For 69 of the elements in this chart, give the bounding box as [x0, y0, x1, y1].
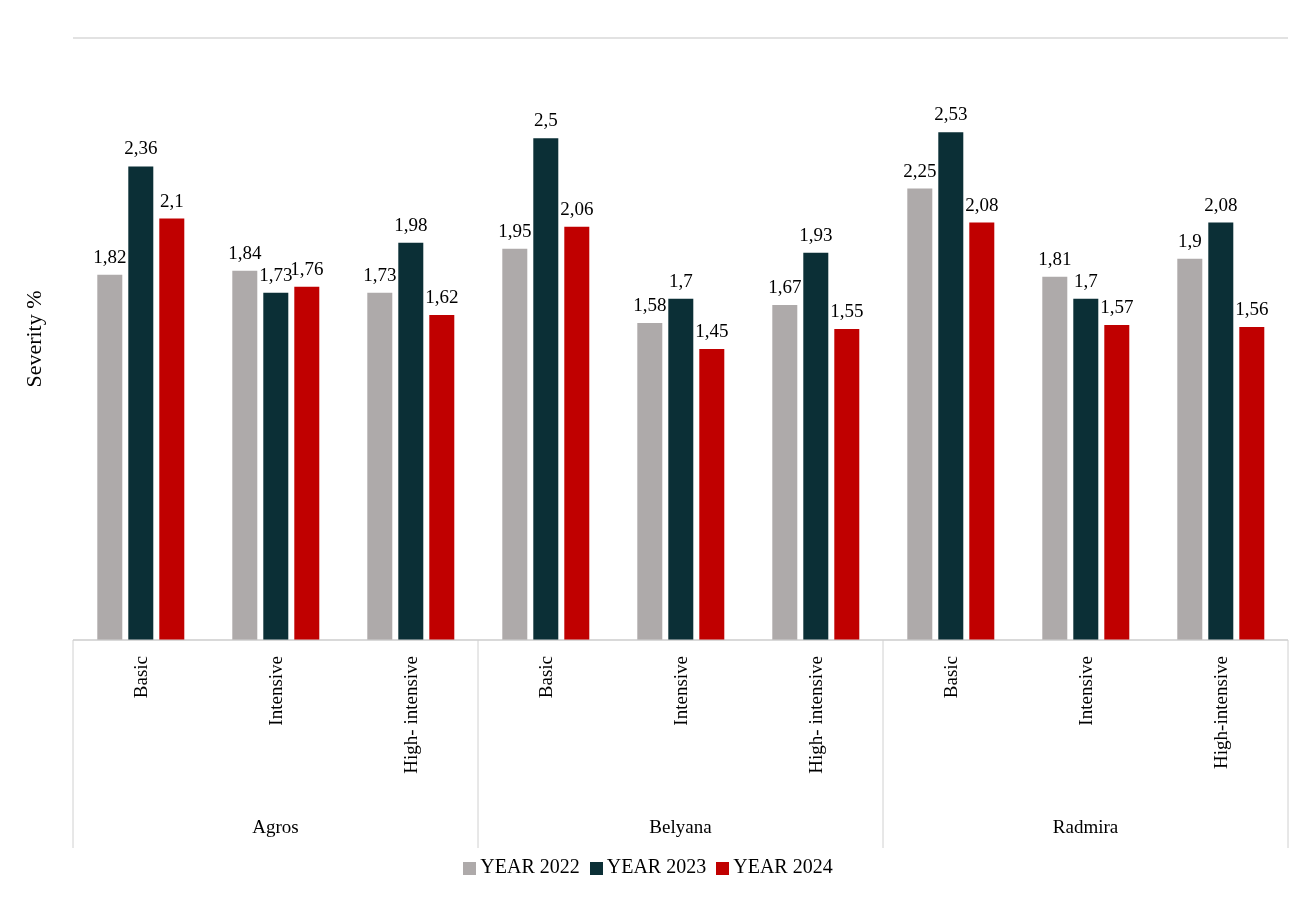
bar	[232, 270, 258, 640]
bar	[1208, 222, 1234, 640]
y-axis-title: Severity %	[20, 290, 46, 388]
x-tick-label: Basic	[130, 656, 151, 699]
x-tick-label: High- intensive	[400, 656, 421, 774]
text: Radmira	[1052, 816, 1119, 837]
bar	[907, 188, 933, 640]
data-label: 1,62	[425, 285, 459, 307]
bar	[1177, 258, 1203, 640]
data-label: 1,84	[228, 241, 262, 263]
bar	[834, 328, 860, 640]
legend-label: YEAR 2024	[733, 855, 833, 877]
x-tick-label: Basic	[535, 656, 556, 699]
bar	[128, 166, 154, 640]
data-label: 1,55	[830, 299, 864, 321]
bar	[1042, 276, 1068, 640]
bar	[502, 248, 528, 640]
legend-label: YEAR 2022	[480, 855, 580, 877]
text: Agros	[252, 816, 299, 837]
bar	[938, 132, 964, 640]
data-label: 2,36	[124, 137, 158, 159]
data-label: 1,7	[1073, 269, 1098, 291]
data-label: 1,81	[1038, 247, 1072, 269]
x-tick-label: Intensive	[1075, 656, 1096, 726]
data-label: 1,56	[1235, 297, 1269, 319]
data-label: 1,57	[1100, 295, 1134, 317]
data-label: 2,25	[903, 159, 937, 181]
data-label: 1,93	[799, 223, 833, 245]
data-label: 1,98	[394, 213, 428, 235]
data-label: 1,45	[695, 320, 729, 342]
bar	[803, 252, 829, 640]
bar	[969, 222, 995, 640]
bar	[699, 349, 725, 640]
data-label: 2,1	[159, 189, 184, 211]
data-label: 1,73	[363, 263, 397, 285]
legend-label: YEAR 2023	[606, 855, 707, 877]
data-label: 2,08	[965, 193, 999, 215]
bar	[637, 322, 663, 640]
bar	[263, 292, 289, 640]
bar	[1239, 326, 1265, 640]
data-label: 1,7	[668, 269, 693, 291]
data-label: 1,95	[498, 219, 532, 241]
data-label: 1,73	[259, 263, 293, 285]
x-tick-label: Intensive	[265, 656, 286, 726]
x-tick-label: Basic	[940, 656, 961, 699]
data-label: 1,58	[633, 293, 667, 315]
bar	[1073, 298, 1099, 640]
text: Belyana	[649, 816, 713, 837]
bar	[97, 274, 123, 640]
data-label: 2,08	[1204, 193, 1238, 215]
bar	[533, 138, 559, 640]
x-tick-label: Intensive	[670, 656, 691, 726]
data-label: 1,9	[1177, 229, 1202, 251]
x-tick-label: High- intensive	[805, 656, 826, 774]
data-label: 2,06	[560, 197, 594, 219]
data-label: 1,82	[93, 245, 127, 267]
bar	[668, 298, 694, 640]
data-label: 1,67	[768, 275, 802, 297]
bar	[367, 292, 393, 640]
bar	[772, 304, 798, 640]
bar	[1104, 324, 1130, 640]
data-label: 2,53	[934, 103, 968, 125]
bar	[398, 242, 424, 640]
bar	[429, 314, 455, 640]
data-label: 2,5	[533, 109, 558, 131]
bar	[564, 226, 590, 640]
x-tick-label: High-intensive	[1210, 656, 1231, 769]
bar	[294, 286, 320, 640]
bar	[159, 218, 185, 640]
